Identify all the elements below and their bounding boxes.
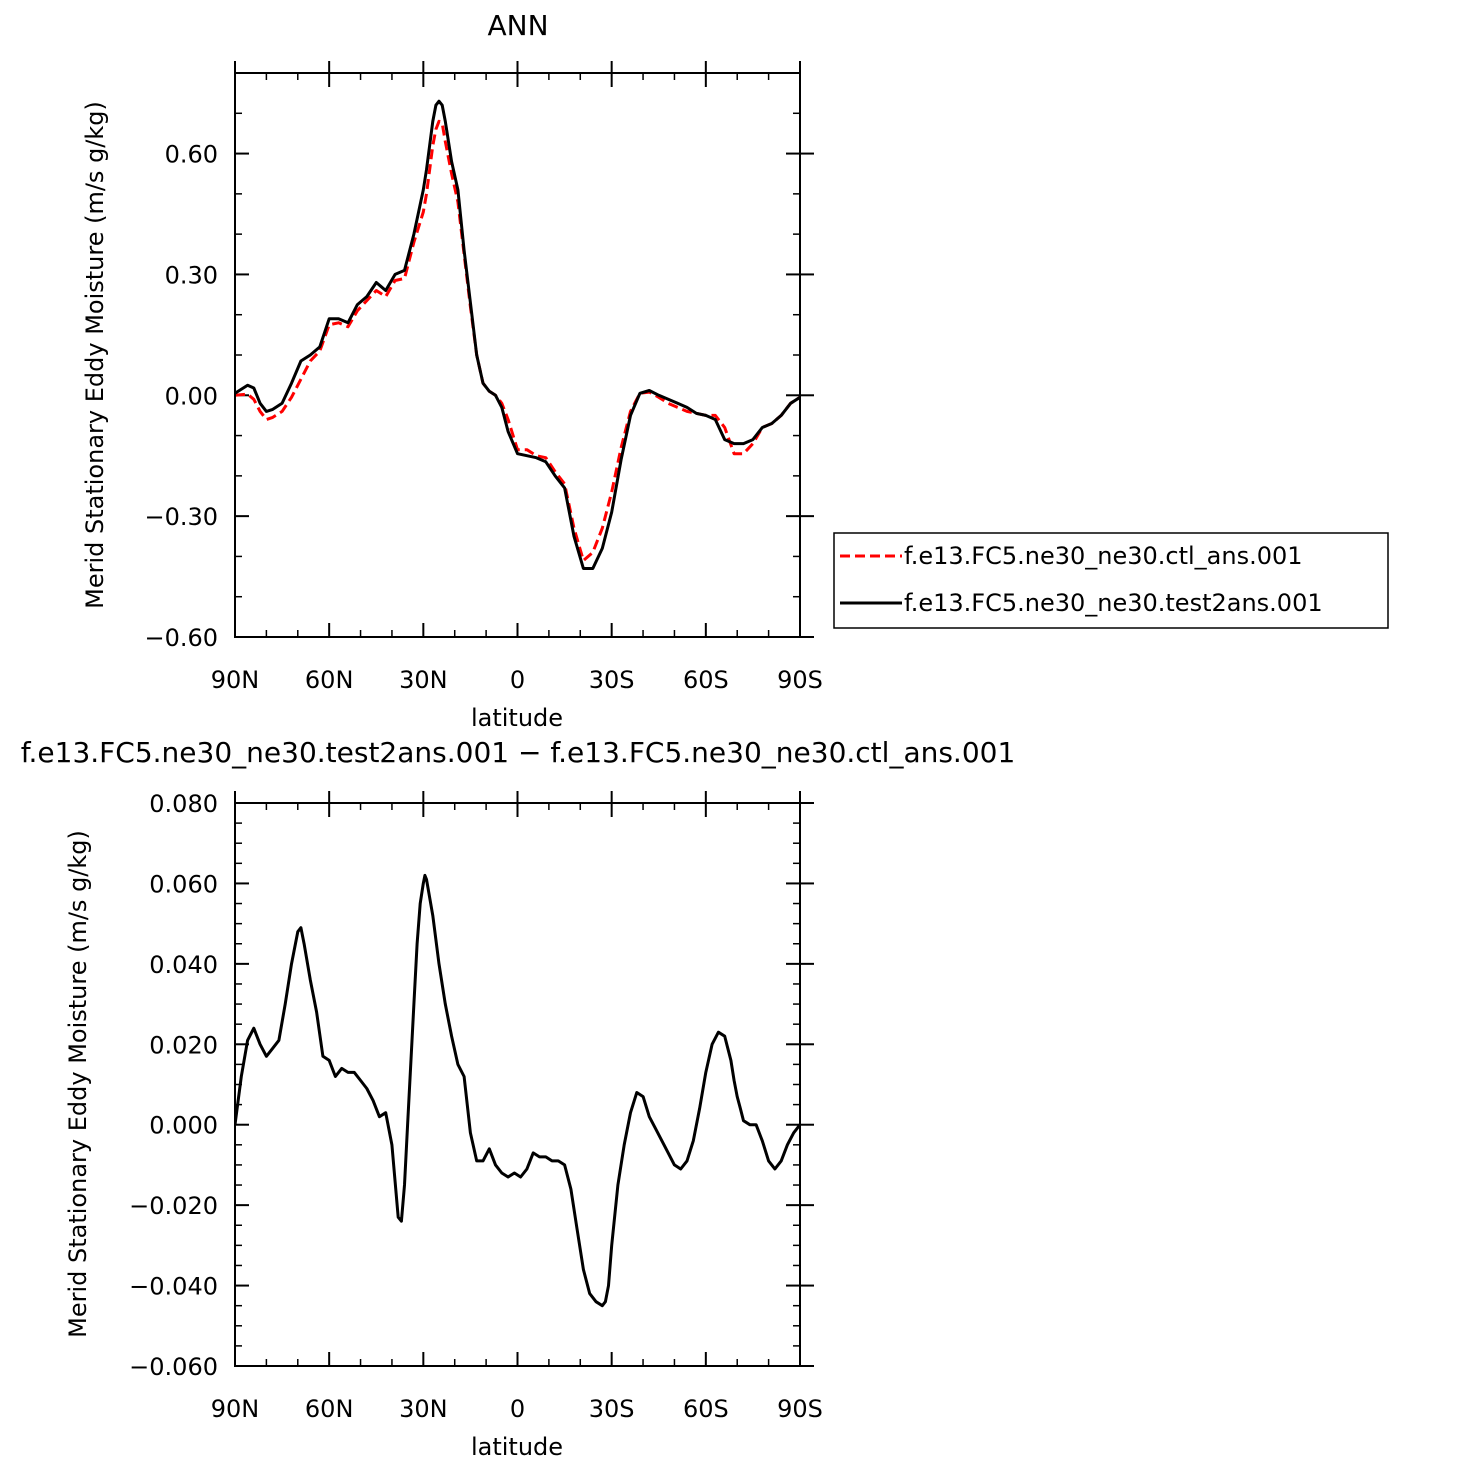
top-panel-frame — [234, 72, 801, 638]
bottom-panel-y-tick-labels: −0.060 −0.040 −0.020 0.000 0.020 0.040 0.060 0.… — [129, 790, 218, 1381]
top-panel-x-axis-label: latitude — [471, 704, 563, 732]
bottom-panel-ticks — [234, 791, 814, 1367]
bottom-y-tick-label: 0.020 — [149, 1031, 218, 1059]
top-x-tick-label: 90N — [211, 666, 260, 694]
top-x-tick-label: 60S — [683, 666, 729, 694]
bottom-x-tick-label: 60S — [683, 1395, 729, 1423]
bottom-series-line-0 — [235, 873, 800, 1308]
top-panel-series — [235, 99, 800, 570]
top-x-tick-label: 90S — [777, 666, 823, 694]
bottom-y-tick-label: 0.080 — [149, 790, 218, 818]
legend: f.e13.FC5.ne30_ne30.ctl_ans.001 f.e13.FC… — [833, 532, 1389, 629]
bottom-x-tick-label: 30N — [399, 1395, 448, 1423]
top-y-tick-label: 0.00 — [165, 382, 218, 410]
bottom-panel: f.e13.FC5.ne30_ne30.test2ans.001 − f.e13… — [21, 736, 1016, 1461]
top-panel-x-tick-labels: 90N 60N 30N 0 30S 60S 90S — [211, 666, 823, 694]
bottom-panel-series — [235, 873, 800, 1308]
bottom-x-tick-label: 60N — [305, 1395, 354, 1423]
top-y-tick-label: −0.30 — [144, 503, 218, 531]
top-x-tick-label: 30N — [399, 666, 448, 694]
bottom-y-tick-label: 0.060 — [149, 870, 218, 898]
legend-label-test: f.e13.FC5.ne30_ne30.test2ans.001 — [904, 589, 1323, 617]
bottom-x-tick-label: 90N — [211, 1395, 260, 1423]
bottom-panel-title: f.e13.FC5.ne30_ne30.test2ans.001 − f.e13… — [21, 736, 1016, 769]
top-x-tick-label: 30S — [589, 666, 635, 694]
bottom-y-tick-label: −0.040 — [129, 1273, 218, 1301]
legend-box — [833, 532, 1389, 629]
top-y-tick-label: 0.60 — [165, 141, 218, 169]
bottom-panel-x-tick-labels: 90N 60N 30N 0 30S 60S 90S — [211, 1395, 823, 1423]
bottom-y-tick-label: 0.000 — [149, 1112, 218, 1140]
bottom-y-tick-label: −0.020 — [129, 1192, 218, 1220]
bottom-y-tick-label: 0.040 — [149, 951, 218, 979]
top-panel-y-tick-labels: −0.60 −0.30 0.00 0.30 0.60 — [144, 141, 218, 652]
bottom-x-tick-label: 0 — [510, 1395, 525, 1423]
legend-label-ctl: f.e13.FC5.ne30_ne30.ctl_ans.001 — [904, 542, 1303, 570]
bottom-x-tick-label: 30S — [589, 1395, 635, 1423]
top-panel-title: ANN — [487, 9, 548, 42]
bottom-panel-frame — [234, 802, 801, 1367]
top-series-line-1 — [235, 99, 800, 570]
top-x-tick-label: 60N — [305, 666, 354, 694]
bottom-y-tick-label: −0.060 — [129, 1353, 218, 1381]
bottom-panel-x-axis-label: latitude — [471, 1433, 563, 1461]
top-x-tick-label: 0 — [510, 666, 525, 694]
top-series-line-0 — [235, 119, 800, 562]
top-panel-y-axis-label: Merid Stationary Eddy Moisture (m/s g/kg… — [81, 101, 109, 609]
top-panel: ANN 90N 60N 30N 0 30S 60S 90S −0.60 −0.30 0.00 0.… — [81, 9, 823, 732]
bottom-x-tick-label: 90S — [777, 1395, 823, 1423]
bottom-panel-y-axis-label: Merid Stationary Eddy Moisture (m/s g/kg… — [64, 830, 92, 1338]
top-y-tick-label: −0.60 — [144, 624, 218, 652]
top-y-tick-label: 0.30 — [165, 261, 218, 289]
